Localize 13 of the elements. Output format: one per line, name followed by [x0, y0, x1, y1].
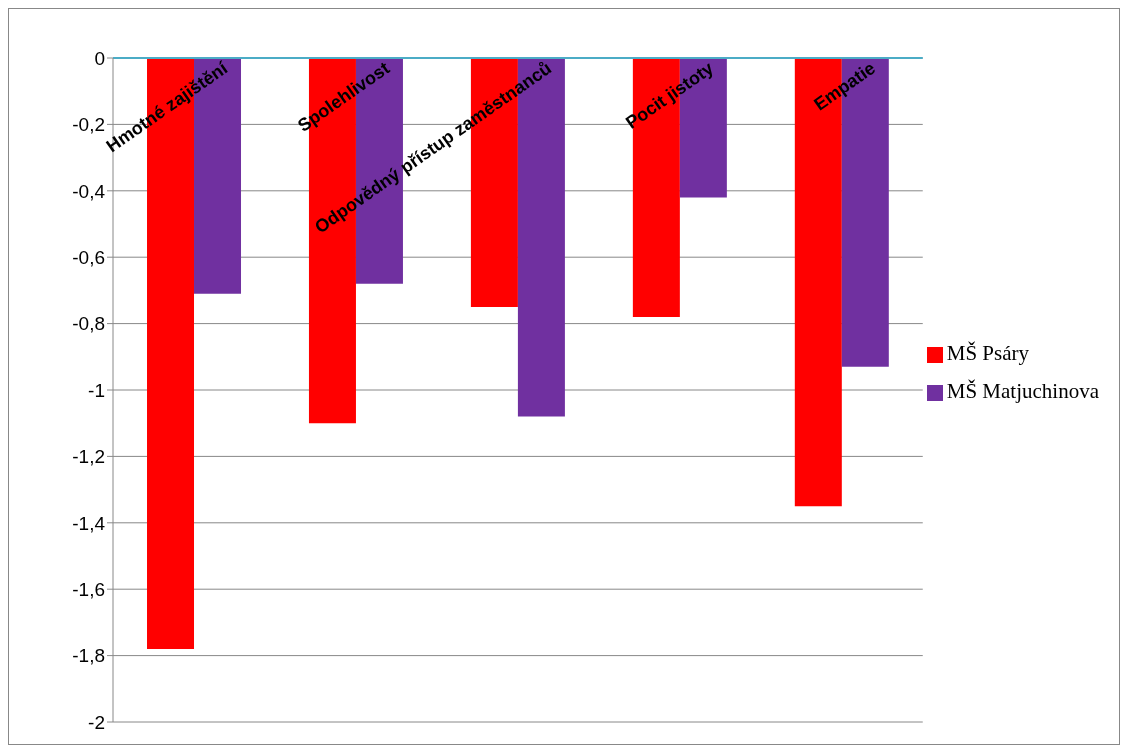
y-tick-label: -0,8 — [72, 313, 105, 335]
y-tick-label: -0,4 — [72, 180, 106, 202]
y-tick-label: -1 — [88, 379, 105, 401]
y-tick-label: -1,2 — [72, 446, 105, 468]
y-tick-label: -1,4 — [72, 512, 106, 534]
y-tick-label: -0,6 — [72, 246, 105, 268]
legend-label: MŠ Matjuchinova — [946, 378, 1099, 403]
y-tick-label: -1,8 — [72, 645, 105, 667]
y-tick-label: -1,6 — [72, 578, 105, 600]
legend-label: MŠ Psáry — [946, 340, 1030, 365]
y-tick-label: -2 — [88, 711, 105, 733]
y-tick-label: 0 — [94, 47, 105, 69]
y-tick-label: -0,2 — [72, 114, 105, 136]
